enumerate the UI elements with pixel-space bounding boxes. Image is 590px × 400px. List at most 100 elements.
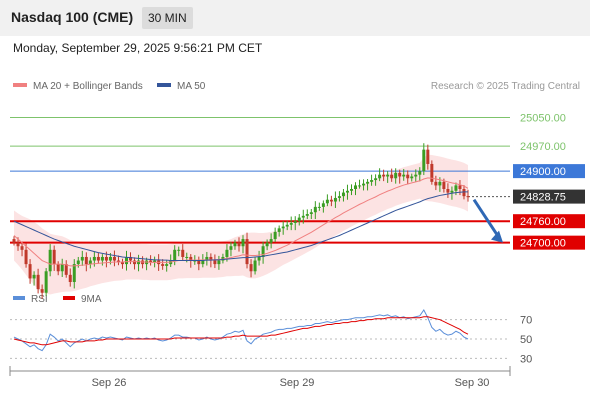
candle-body (297, 217, 301, 222)
candle-body (124, 256, 128, 265)
legend-ma50: MA 50 (157, 81, 205, 92)
candle-body (426, 149, 430, 164)
candle-body (233, 242, 237, 247)
candle-body (358, 185, 362, 187)
candle-body (305, 214, 309, 216)
candle-body (60, 264, 64, 272)
level-label-resistance: 25050.00 (520, 112, 566, 124)
candle-body (333, 197, 337, 202)
candle-body (36, 274, 40, 290)
candle-body (52, 249, 56, 265)
candle-body (370, 180, 374, 182)
candle-body (414, 174, 418, 177)
forecast-arrow-head (491, 230, 503, 243)
candle-body (181, 249, 185, 257)
chart-title: Nasdaq 100 (CME) (11, 9, 134, 25)
candle-body (161, 264, 165, 266)
candle-body (349, 189, 353, 191)
rsi-tick-label: 50 (520, 334, 532, 346)
candle-body (386, 174, 390, 177)
candle-body (265, 242, 269, 247)
candle-body (466, 196, 470, 198)
candle-body (213, 260, 217, 265)
candle-body (337, 196, 341, 198)
candle-body (153, 260, 157, 263)
candle-body (374, 178, 378, 181)
candle-body (293, 221, 297, 223)
candle-body (137, 260, 141, 265)
candle-body (253, 260, 257, 272)
candle-body (354, 185, 358, 189)
candle-body (438, 181, 442, 186)
level-label-pivot: 24900.00 (520, 166, 566, 178)
rsi-tick-label: 30 (520, 353, 532, 365)
candle-body (378, 174, 382, 179)
candle-body (80, 256, 84, 261)
x-tick-label: Sep 30 (455, 377, 490, 389)
candle-body (442, 181, 446, 189)
level-label-last: 24828.75 (520, 192, 566, 204)
candle-body (28, 264, 32, 279)
candle-body (325, 199, 329, 204)
candle-body (229, 246, 233, 250)
ma50-line (13, 191, 468, 262)
candle-body (177, 249, 181, 251)
9ma-swatch (63, 296, 75, 301)
candle-body (12, 239, 16, 243)
candle-body (24, 249, 28, 265)
candle-body (64, 264, 68, 275)
candle-body (382, 174, 386, 177)
level-label-bg (513, 164, 585, 179)
chart-datetime: Monday, September 29, 2025 9:56:21 PM CE… (13, 41, 263, 55)
candle-body (410, 176, 414, 179)
candle-body (277, 228, 281, 232)
x-tick-label: Sep 26 (92, 377, 127, 389)
candle-body (76, 260, 80, 265)
rsi-ma-line (13, 316, 469, 346)
candle-body (450, 190, 454, 193)
legend-9ma-label: 9MA (81, 294, 102, 305)
header-bar: Nasdaq 100 (CME) 30 MIN (0, 0, 590, 36)
forecast-arrow-shaft (472, 198, 501, 239)
legend-ma20: MA 20 + Bollinger Bands (13, 81, 143, 92)
candle-body (241, 239, 245, 247)
candle-body (273, 231, 277, 240)
candle-body (149, 260, 153, 263)
legend-9ma: 9MA (63, 294, 102, 305)
legend-rsi: RSI (13, 294, 48, 305)
candle-body (434, 181, 438, 186)
candle-body (40, 289, 44, 293)
legend-rsi-label: RSI (31, 294, 48, 305)
candle-body (84, 256, 88, 265)
candle-body (88, 260, 92, 265)
candle-body (205, 256, 209, 261)
candle-body (261, 246, 265, 257)
legend-ma20-label: MA 20 + Bollinger Bands (33, 81, 143, 92)
candle-body (189, 256, 193, 261)
ma50-swatch (157, 83, 171, 88)
candle-body (237, 242, 241, 247)
candle-body (173, 249, 177, 261)
candle-body (406, 174, 410, 179)
candle-body (321, 203, 325, 207)
legend-ma50-label: MA 50 (177, 81, 206, 92)
candle-body (56, 264, 60, 272)
candle-body (394, 172, 398, 179)
candle-body (44, 271, 48, 293)
candle-body (108, 256, 112, 261)
level-label-bg (513, 214, 585, 229)
candle-body (245, 239, 249, 265)
level-label-support: 24700.00 (520, 238, 566, 250)
candle-body (92, 256, 96, 261)
candle-body (48, 249, 52, 272)
candle-body (100, 256, 104, 261)
level-label-support: 24760.00 (520, 216, 566, 228)
candle-body (96, 256, 100, 261)
candle-body (32, 274, 36, 279)
candle-body (402, 174, 406, 177)
candle-body (329, 199, 333, 202)
candle-body (285, 224, 289, 227)
interval-button[interactable]: 30 MIN (142, 7, 193, 29)
candle-body (20, 246, 24, 250)
